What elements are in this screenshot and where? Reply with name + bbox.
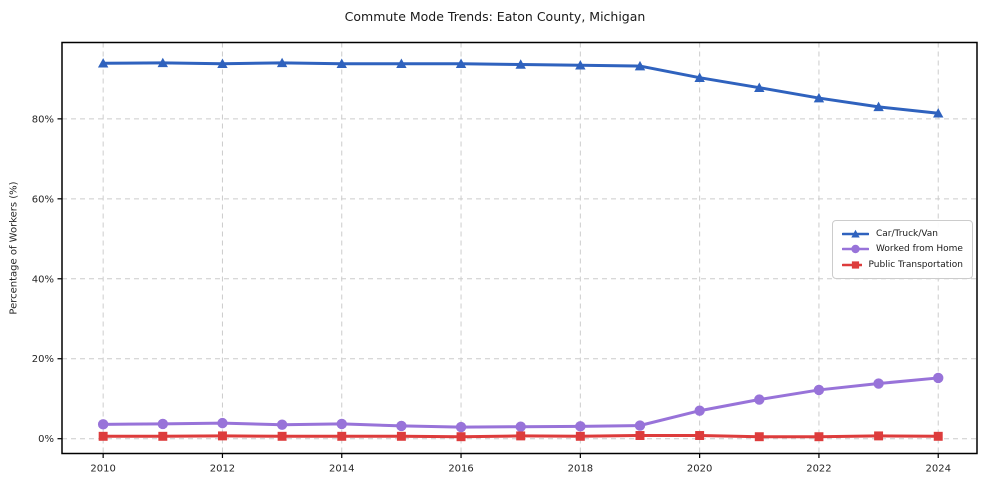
- legend-item-car-truck-van: Car/Truck/Van: [842, 228, 963, 240]
- legend-triangle-marker-icon: [842, 229, 869, 238]
- svg-text:2022: 2022: [806, 464, 831, 475]
- svg-text:2016: 2016: [448, 464, 473, 475]
- legend-square-marker-icon: [842, 261, 862, 269]
- svg-text:2020: 2020: [687, 464, 712, 475]
- svg-text:0%: 0%: [38, 434, 54, 445]
- svg-text:40%: 40%: [32, 274, 54, 285]
- legend-label: Worked from Home: [876, 244, 963, 255]
- svg-text:80%: 80%: [32, 114, 54, 125]
- svg-text:2014: 2014: [329, 464, 354, 475]
- legend-item-public-transportation: Public Transportation: [842, 259, 963, 271]
- svg-text:2012: 2012: [210, 464, 235, 475]
- chart-title: Commute Mode Trends: Eaton County, Michi…: [344, 9, 646, 24]
- legend-circle-marker-icon: [842, 245, 869, 254]
- legend-label: Car/Truck/Van: [876, 228, 938, 239]
- svg-text:20%: 20%: [32, 354, 54, 365]
- svg-text:60%: 60%: [32, 194, 54, 205]
- svg-text:2010: 2010: [90, 464, 115, 475]
- legend-item-worked-from-home: Worked from Home: [842, 243, 963, 255]
- legend-label: Public Transportation: [868, 260, 963, 271]
- legend: Car/Truck/Van Worked from Home Public Tr…: [832, 220, 973, 279]
- svg-text:2024: 2024: [926, 464, 951, 475]
- svg-text:2018: 2018: [568, 464, 593, 475]
